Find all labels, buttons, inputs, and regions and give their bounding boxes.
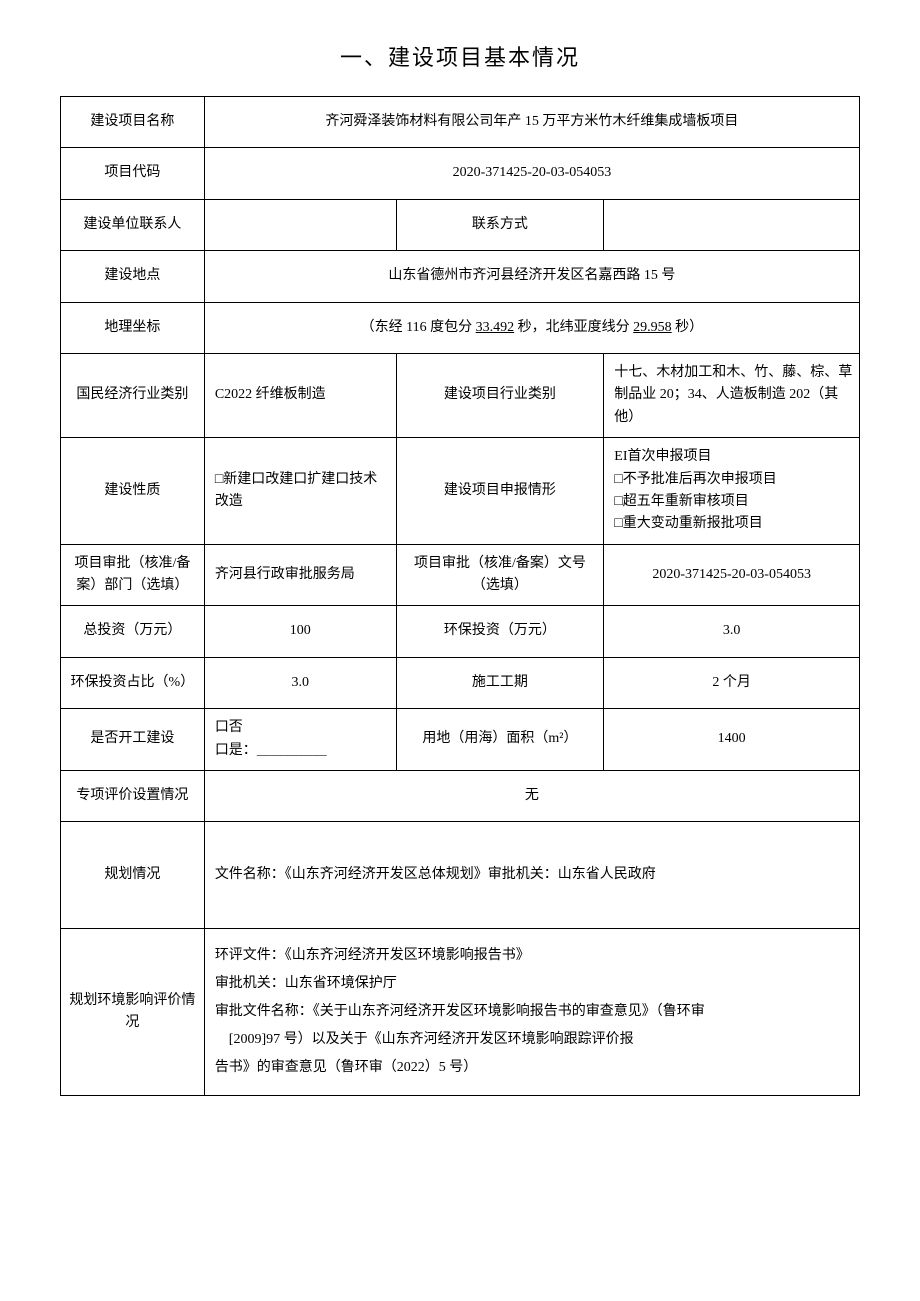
label-approval-dept: 项目审批（核准/备案）部门（选填） (61, 544, 205, 606)
value-special-eval: 无 (204, 771, 859, 822)
value-contact-person (204, 199, 396, 250)
label-started: 是否开工建设 (61, 709, 205, 771)
label-contact-method: 联系方式 (396, 199, 604, 250)
value-coord: （东经 116 度包分 33.492 秒，北纬亚度线分 29.958 秒） (204, 302, 859, 353)
label-duration: 施工工期 (396, 657, 604, 708)
value-env-ratio: 3.0 (204, 657, 396, 708)
label-approval-no: 项目审批（核准/备案）文号（选填） (396, 544, 604, 606)
value-project-name: 齐河舜泽装饰材料有限公司年产 15 万平方米竹木纤维集成墙板项目 (204, 97, 859, 148)
value-declare: EI首次申报项目 □不予批准后再次申报项目 □超五年重新审核项目 □重大变动重新… (604, 438, 860, 545)
value-contact-method (604, 199, 860, 250)
label-project-code: 项目代码 (61, 148, 205, 199)
value-approval-dept: 齐河县行政审批服务局 (204, 544, 396, 606)
value-env-invest: 3.0 (604, 606, 860, 657)
label-build-nature: 建设性质 (61, 438, 205, 545)
label-env-invest: 环保投资（万元） (396, 606, 604, 657)
value-plan: 文件名称：《山东齐河经济开发区总体规划》审批机关：山东省人民政府 (204, 822, 859, 929)
value-build-nature: □新建口改建口扩建口技术改造 (204, 438, 396, 545)
page-title: 一、建设项目基本情况 (60, 40, 860, 72)
label-special-eval: 专项评价设置情况 (61, 771, 205, 822)
coord-lat-sec: 29.958 (633, 320, 672, 335)
label-coord: 地理坐标 (61, 302, 205, 353)
label-project-name: 建设项目名称 (61, 97, 205, 148)
label-declare: 建设项目申报情形 (396, 438, 604, 545)
value-approval-no: 2020-371425-20-03-054053 (604, 544, 860, 606)
value-land-area: 1400 (604, 709, 860, 771)
label-plan-env: 规划环境影响评价情况 (61, 929, 205, 1096)
value-duration: 2 个月 (604, 657, 860, 708)
value-project-code: 2020-371425-20-03-054053 (204, 148, 859, 199)
project-info-table: 建设项目名称 齐河舜泽装饰材料有限公司年产 15 万平方米竹木纤维集成墙板项目 … (60, 96, 860, 1096)
value-location: 山东省德州市齐河县经济开发区名嘉西路 15 号 (204, 251, 859, 302)
value-econ-class: C2022 纤维板制造 (204, 353, 396, 437)
label-location: 建设地点 (61, 251, 205, 302)
label-land-area: 用地（用海）面积（m²） (396, 709, 604, 771)
coord-suffix: 秒） (672, 320, 704, 335)
value-total-invest: 100 (204, 606, 396, 657)
label-project-class: 建设项目行业类别 (396, 353, 604, 437)
coord-lon-sec: 33.492 (476, 320, 515, 335)
value-plan-env: 环评文件：《山东齐河经济开发区环境影响报告书》 审批机关：山东省环境保护厅 审批… (204, 929, 859, 1096)
label-total-invest: 总投资（万元） (61, 606, 205, 657)
coord-prefix: （东经 116 度包分 (361, 320, 476, 335)
value-project-class: 十七、木材加工和木、竹、藤、棕、草制品业 20；34、人造板制造 202（其他） (604, 353, 860, 437)
label-contact-person: 建设单位联系人 (61, 199, 205, 250)
coord-mid: 秒，北纬亚度线分 (514, 320, 633, 335)
label-econ-class: 国民经济行业类别 (61, 353, 205, 437)
value-started: 口否 口是：＿＿＿＿＿ (204, 709, 396, 771)
label-env-ratio: 环保投资占比（%） (61, 657, 205, 708)
label-plan: 规划情况 (61, 822, 205, 929)
